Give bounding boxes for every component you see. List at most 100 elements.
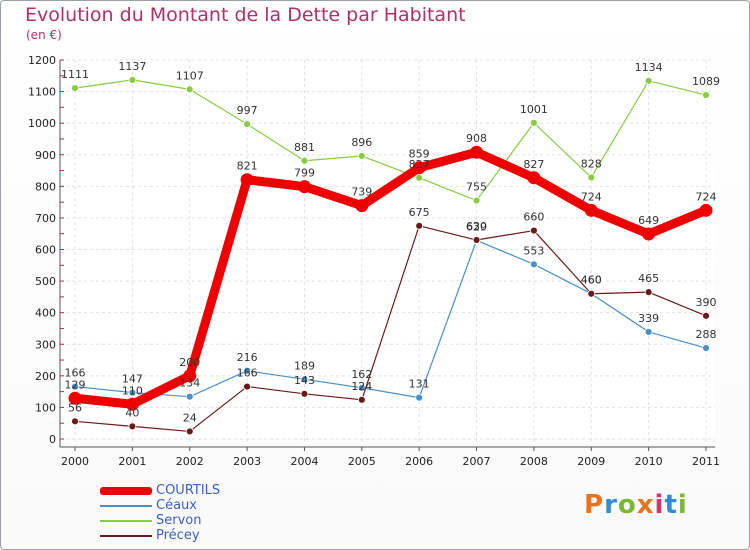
data-label: 166 (237, 367, 258, 380)
legend-swatch (100, 505, 152, 507)
data-point (243, 120, 251, 129)
data-label: 896 (351, 136, 372, 149)
data-point (183, 369, 197, 383)
data-point (644, 328, 653, 336)
legend-label: Servon (156, 513, 202, 528)
data-label: 40 (125, 406, 139, 419)
data-point (470, 145, 484, 159)
data-point (415, 173, 424, 182)
data-label: 288 (696, 328, 717, 341)
data-label: 675 (409, 206, 430, 219)
y-tick-label: 200 (35, 370, 56, 383)
data-point (642, 227, 656, 241)
data-label: 339 (638, 312, 659, 325)
x-tick-label: 2010 (635, 455, 663, 468)
data-label: 827 (523, 158, 544, 171)
data-label: 162 (351, 368, 372, 381)
data-label: 1134 (635, 61, 663, 74)
data-point (300, 375, 309, 384)
data-point (644, 76, 653, 85)
data-label: 147 (122, 373, 143, 386)
data-label: 828 (581, 157, 602, 170)
data-label: 124 (351, 380, 372, 393)
data-label: 1107 (176, 69, 204, 82)
legend-label: COURTILS (156, 483, 221, 498)
data-label: 216 (237, 351, 258, 364)
data-point (71, 84, 79, 93)
data-label: 1001 (520, 103, 548, 116)
x-tick-label: 2007 (463, 455, 491, 468)
data-point (415, 221, 424, 230)
data-label: 997 (237, 104, 258, 117)
data-point (530, 118, 538, 127)
data-point (185, 392, 194, 401)
y-tick-label: 900 (35, 149, 56, 162)
x-tick-label: 2008 (520, 455, 548, 468)
series-line-courtils (70, 147, 711, 409)
data-point (702, 91, 710, 99)
logo-letter: i (654, 490, 665, 520)
data-label: 821 (237, 160, 258, 173)
data-label: 390 (696, 296, 717, 309)
y-tick-label: 400 (35, 307, 56, 320)
series-line-servon (74, 79, 707, 202)
data-label: 629 (466, 220, 487, 233)
data-point (587, 173, 596, 182)
data-point (527, 171, 541, 185)
x-tick-label: 2002 (176, 455, 204, 468)
data-label: 553 (523, 244, 544, 257)
data-label: 460 (581, 274, 602, 287)
data-label: 649 (638, 214, 659, 227)
data-point (240, 173, 254, 187)
data-label: 460 (581, 274, 602, 287)
data-point (243, 366, 251, 375)
data-point (702, 344, 710, 352)
x-tick-label: 2001 (118, 455, 146, 468)
data-label: 724 (696, 190, 717, 203)
data-point (587, 289, 596, 298)
x-tick-label: 2011 (692, 455, 720, 468)
y-tick-label: 100 (35, 401, 56, 414)
data-point (357, 395, 366, 404)
data-point (357, 152, 366, 160)
data-label: 630 (466, 220, 487, 233)
y-tick-label: 1100 (28, 86, 56, 99)
data-point (128, 422, 137, 431)
data-point (355, 199, 369, 213)
data-label: 881 (294, 141, 315, 154)
data-point (702, 311, 710, 320)
data-point (412, 161, 426, 175)
x-tick-label: 2003 (233, 455, 261, 468)
y-tick-label: 300 (35, 338, 56, 351)
legend-swatch (100, 535, 152, 537)
data-label: 1111 (61, 68, 89, 81)
data-point (68, 391, 82, 405)
y-tick-label: 700 (35, 212, 56, 225)
data-label: 24 (183, 411, 197, 424)
data-point (699, 203, 713, 217)
data-point (297, 180, 311, 194)
data-point (185, 427, 194, 436)
x-tick-label: 2009 (577, 455, 605, 468)
chart-subtitle: (en €) (26, 28, 62, 42)
logo-letter: P (584, 490, 605, 520)
proxiti-logo: Proxiti (584, 490, 688, 520)
data-point (71, 382, 79, 391)
legend-swatch (100, 487, 152, 495)
logo-letter: r (604, 490, 618, 520)
data-point (300, 389, 309, 398)
data-label: 110 (122, 384, 143, 397)
data-point (584, 203, 598, 217)
logo-letter: i (677, 490, 688, 520)
data-label: 56 (68, 401, 82, 414)
data-label: 724 (581, 190, 602, 203)
data-label: 755 (466, 181, 487, 194)
legend-label: Céaux (156, 498, 197, 513)
data-label: 465 (638, 272, 659, 285)
logo-letter: t (664, 490, 678, 520)
data-point (128, 388, 137, 397)
x-tick-label: 2005 (348, 455, 376, 468)
legend-swatch (100, 520, 152, 522)
data-label: 143 (294, 374, 315, 387)
